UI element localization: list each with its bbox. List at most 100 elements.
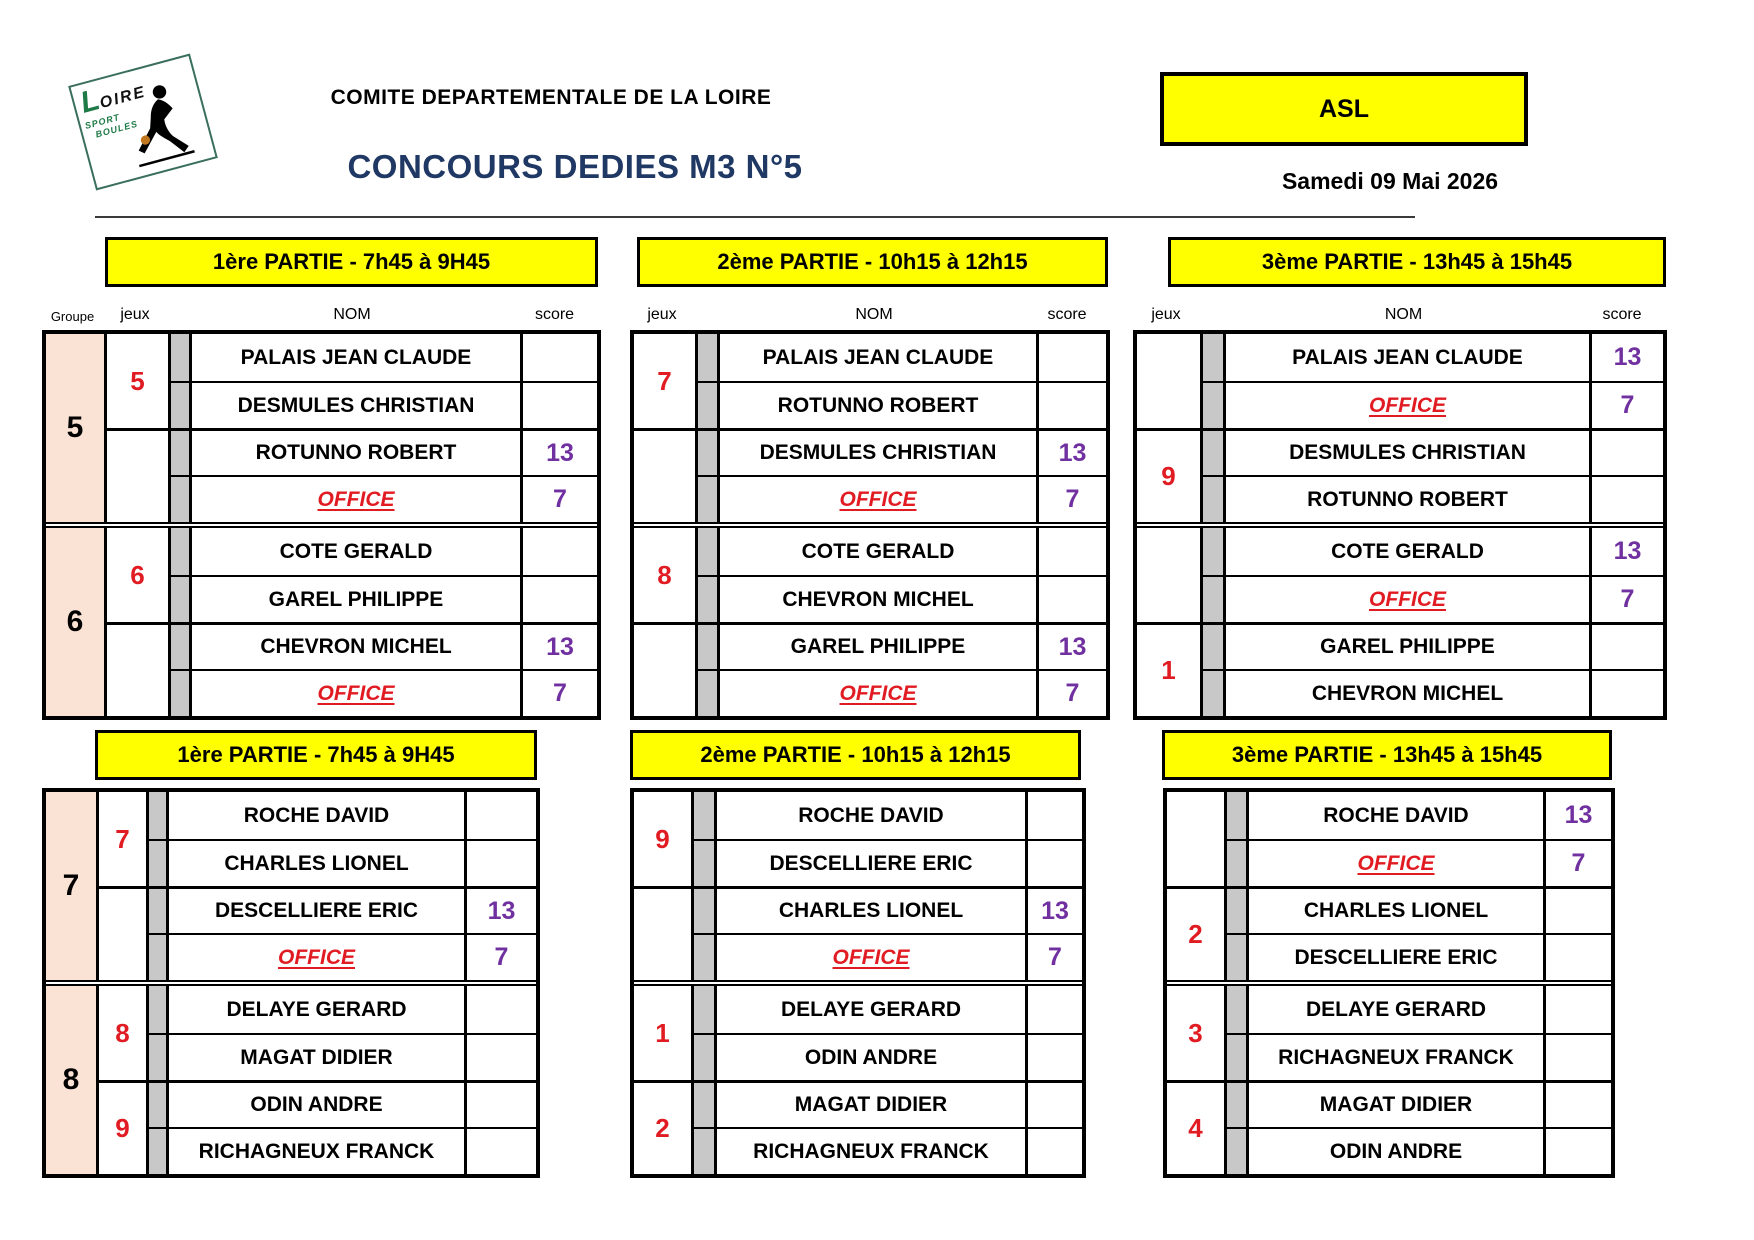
player-name-cell: MAGAT DIDIER <box>1249 1080 1543 1127</box>
office-name-cell: OFFICE <box>720 475 1036 522</box>
player-name-cell: ROCHE DAVID <box>243 803 390 827</box>
score-cell <box>1036 528 1106 575</box>
column-label-groupe: Groupe <box>50 309 95 324</box>
player-name-cell: RICHAGNEUX FRANCK <box>717 1127 1025 1174</box>
office-name-cell: OFFICE <box>192 669 520 716</box>
player-name-cell: CHARLES LIONEL <box>717 886 1025 933</box>
strip-cell <box>171 334 192 381</box>
column-label-score: score <box>1602 306 1642 323</box>
event-date: Samedi 09 Mai 2026 <box>1281 168 1499 194</box>
groupe-number: 7 <box>46 792 99 980</box>
strip-cell <box>171 475 192 522</box>
player-name-cell: GAREL PHILIPPE <box>192 575 520 622</box>
jeux-number: 7 <box>634 334 698 428</box>
column-label-nom: NOM <box>1384 306 1423 323</box>
group-block: 7 7 ROCHE DAVID CHARLES LIONEL DESCELLIERE E… <box>46 792 536 980</box>
strip-cell <box>1227 933 1249 980</box>
strip-cell <box>1227 886 1249 933</box>
player-name-cell: PALAIS JEAN CLAUDE <box>1292 345 1523 369</box>
group-block: 8 8 DELAYE GERARD MAGAT DIDIER 9 ODIN ANDRE RI… <box>46 980 536 1174</box>
strip-cell <box>698 575 720 622</box>
jeux-number <box>1137 334 1203 428</box>
score-cell: 13 <box>464 886 536 933</box>
office-name-cell: OFFICE <box>717 933 1025 980</box>
jeux-number <box>107 622 171 716</box>
strip-cell <box>694 986 717 1033</box>
score-cell <box>1543 933 1611 980</box>
player-name-cell: PALAIS JEAN CLAUDE <box>762 345 994 369</box>
strip-cell <box>171 669 192 716</box>
score-cell: 13 <box>520 622 597 669</box>
score-cell <box>520 334 597 381</box>
jeux-number: 2 <box>634 1080 694 1174</box>
club-name-box: ASL <box>1160 72 1528 146</box>
player-name-cell: ROCHE DAVID <box>798 803 944 827</box>
score-cell: 13 <box>520 428 597 475</box>
office-name-cell: OFFICE <box>1249 839 1543 886</box>
score-cell: 13 <box>1543 792 1611 839</box>
score-cell: 7 <box>1589 381 1663 428</box>
column-label-spacer <box>167 324 188 327</box>
jeux-number <box>1167 792 1227 886</box>
score-cell <box>520 528 597 575</box>
strip-cell <box>698 669 720 716</box>
strip-cell <box>694 933 717 980</box>
group-block: 8 COTE GERALD CHEVRON MICHEL GAREL PHILIPPE… <box>634 522 1106 716</box>
score-cell: 7 <box>520 669 597 716</box>
player-name-cell: DELAYE GERARD <box>780 997 962 1021</box>
strip-cell <box>694 792 717 839</box>
score-cell: 7 <box>1036 475 1106 522</box>
score-cell <box>1036 575 1106 622</box>
player-name-cell: DESCELLIERE ERIC <box>1249 933 1543 980</box>
jeux-number <box>107 428 171 522</box>
score-cell <box>464 1080 536 1127</box>
strip-cell <box>1227 839 1249 886</box>
strip-cell <box>1227 1080 1249 1127</box>
score-cell <box>464 1127 536 1174</box>
player-name-cell: ROTUNNO ROBERT <box>720 381 1036 428</box>
club-name: ASL <box>1319 94 1369 123</box>
player-name-cell: CHEVRON MICHEL <box>192 622 520 669</box>
player-name-cell: DESCELLIERE ERIC <box>717 839 1025 886</box>
strip-cell <box>149 1127 169 1174</box>
score-cell <box>1543 1080 1611 1127</box>
score-cell <box>1543 1033 1611 1080</box>
player-name-cell: DESMULES CHRISTIAN <box>1226 428 1589 475</box>
player-name-cell: GAREL PHILIPPE <box>720 622 1036 669</box>
strip-cell <box>694 1033 717 1080</box>
period-header: 3ème PARTIE - 13h45 à 15h45 <box>1168 237 1666 287</box>
office-name-cell: OFFICE <box>1226 381 1589 428</box>
score-cell: 7 <box>1025 933 1082 980</box>
score-cell <box>464 986 536 1033</box>
score-cell <box>464 839 536 886</box>
score-cell: 13 <box>1025 886 1082 933</box>
strip-cell <box>698 428 720 475</box>
player-name-cell: RICHAGNEUX FRANCK <box>1249 1033 1543 1080</box>
jeux-number: 2 <box>1167 886 1227 980</box>
strip-cell <box>1203 475 1226 522</box>
jeux-number: 1 <box>634 986 694 1080</box>
score-cell: 13 <box>1036 622 1106 669</box>
jeux-number <box>634 886 694 980</box>
jeux-number: 8 <box>634 528 698 622</box>
strip-cell <box>149 886 169 933</box>
column-label-jeux: jeux <box>1151 306 1181 323</box>
score-cell <box>1025 1033 1082 1080</box>
jeux-number <box>1137 528 1203 622</box>
logo-frame: LOIRE SPORT BOULES <box>68 53 218 191</box>
column-label-spacer <box>1199 324 1222 327</box>
strip-cell <box>149 933 169 980</box>
strip-cell <box>171 428 192 475</box>
jeux-number: 4 <box>1167 1080 1227 1174</box>
jeux-number: 7 <box>99 792 149 886</box>
strip-cell <box>698 528 720 575</box>
score-cell: 7 <box>1589 575 1663 622</box>
score-cell <box>1036 381 1106 428</box>
player-name-cell: ODIN ANDRE <box>717 1033 1025 1080</box>
strip-cell <box>1203 622 1226 669</box>
player-name-cell: COTE GERALD <box>1331 539 1484 563</box>
score-cell <box>1025 792 1082 839</box>
column-label-jeux: jeux <box>120 306 150 323</box>
period-header: 2ème PARTIE - 10h15 à 12h15 <box>630 730 1081 780</box>
